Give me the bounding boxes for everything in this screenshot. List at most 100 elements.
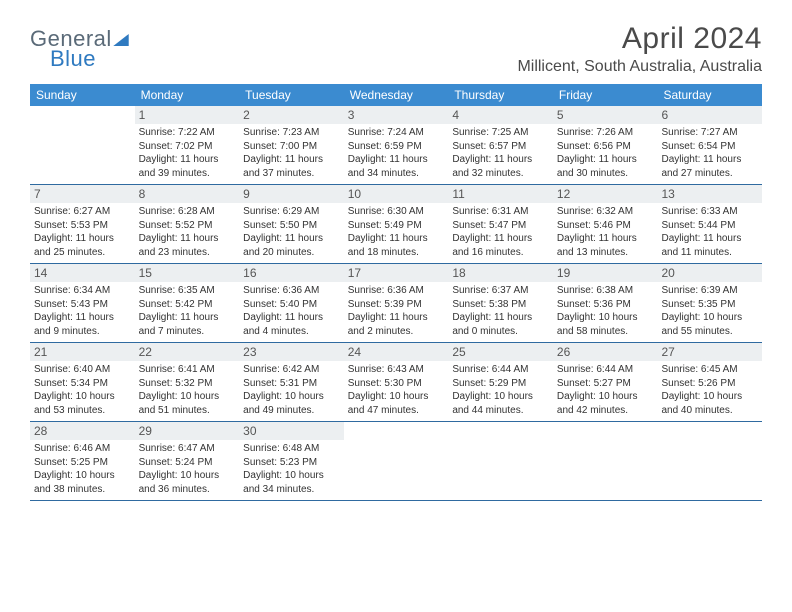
day-number: 28 bbox=[30, 422, 135, 440]
day-number: 7 bbox=[30, 185, 135, 203]
day-number: 1 bbox=[135, 106, 240, 124]
day-number: 19 bbox=[553, 264, 658, 282]
brand-triangle-icon bbox=[113, 34, 129, 46]
day-cell: 9 Sunrise: 6:29 AMSunset: 5:50 PMDaylight… bbox=[239, 185, 344, 263]
day-details: Sunrise: 6:44 AMSunset: 5:27 PMDaylight:… bbox=[557, 363, 654, 417]
day-cell: 30Sunrise: 6:48 AMSunset: 5:23 PMDayligh… bbox=[239, 422, 344, 500]
title-block: April 2024 Millicent, South Australia, A… bbox=[517, 22, 762, 76]
day-cell: 3 Sunrise: 7:24 AMSunset: 6:59 PMDaylight… bbox=[344, 106, 449, 184]
day-details: Sunrise: 7:26 AMSunset: 6:56 PMDaylight:… bbox=[557, 126, 654, 180]
day-cell: 5 Sunrise: 7:26 AMSunset: 6:56 PMDaylight… bbox=[553, 106, 658, 184]
day-number: 14 bbox=[30, 264, 135, 282]
day-details: Sunrise: 6:45 AMSunset: 5:26 PMDaylight:… bbox=[661, 363, 758, 417]
weekday-header: Thursday bbox=[448, 84, 553, 106]
brand-part2: Blue bbox=[50, 48, 130, 70]
weekday-header-row: SundayMondayTuesdayWednesdayThursdayFrid… bbox=[30, 84, 762, 106]
day-cell bbox=[657, 422, 762, 500]
day-cell: 4 Sunrise: 7:25 AMSunset: 6:57 PMDaylight… bbox=[448, 106, 553, 184]
day-cell: 14 Sunrise: 6:34 AMSunset: 5:43 PMDayligh… bbox=[30, 264, 135, 342]
day-cell: 18 Sunrise: 6:37 AMSunset: 5:38 PMDayligh… bbox=[448, 264, 553, 342]
day-number: 13 bbox=[657, 185, 762, 203]
day-details: Sunrise: 6:29 AMSunset: 5:50 PMDaylight:… bbox=[243, 205, 340, 259]
weekday-header: Monday bbox=[135, 84, 240, 106]
day-details: Sunrise: 6:30 AMSunset: 5:49 PMDaylight:… bbox=[348, 205, 445, 259]
day-number: 29 bbox=[135, 422, 240, 440]
day-details: Sunrise: 7:23 AMSunset: 7:00 PMDaylight:… bbox=[243, 126, 340, 180]
day-cell bbox=[553, 422, 658, 500]
weekday-header: Saturday bbox=[657, 84, 762, 106]
page-header: GeneralBlue April 2024 Millicent, South … bbox=[30, 22, 762, 76]
day-details: Sunrise: 6:41 AMSunset: 5:32 PMDaylight:… bbox=[139, 363, 236, 417]
weekday-header: Sunday bbox=[30, 84, 135, 106]
weeks-container: 1 Sunrise: 7:22 AMSunset: 7:02 PMDaylight… bbox=[30, 106, 762, 501]
day-details: Sunrise: 7:22 AMSunset: 7:02 PMDaylight:… bbox=[139, 126, 236, 180]
day-cell: 7Sunrise: 6:27 AMSunset: 5:53 PMDaylight… bbox=[30, 185, 135, 263]
day-cell: 8 Sunrise: 6:28 AMSunset: 5:52 PMDaylight… bbox=[135, 185, 240, 263]
day-number: 8 bbox=[135, 185, 240, 203]
day-number: 4 bbox=[448, 106, 553, 124]
day-number: 5 bbox=[553, 106, 658, 124]
weekday-header: Wednesday bbox=[344, 84, 449, 106]
day-cell: 27 Sunrise: 6:45 AMSunset: 5:26 PMDayligh… bbox=[657, 343, 762, 421]
day-cell: 25Sunrise: 6:44 AMSunset: 5:29 PMDayligh… bbox=[448, 343, 553, 421]
day-details: Sunrise: 7:27 AMSunset: 6:54 PMDaylight:… bbox=[661, 126, 758, 180]
day-details: Sunrise: 6:38 AMSunset: 5:36 PMDaylight:… bbox=[557, 284, 654, 338]
day-cell: 6Sunrise: 7:27 AMSunset: 6:54 PMDaylight… bbox=[657, 106, 762, 184]
day-details: Sunrise: 7:24 AMSunset: 6:59 PMDaylight:… bbox=[348, 126, 445, 180]
day-number: 23 bbox=[239, 343, 344, 361]
day-number: 11 bbox=[448, 185, 553, 203]
week-row: 1 Sunrise: 7:22 AMSunset: 7:02 PMDaylight… bbox=[30, 106, 762, 185]
day-cell: 20Sunrise: 6:39 AMSunset: 5:35 PMDayligh… bbox=[657, 264, 762, 342]
day-cell: 17 Sunrise: 6:36 AMSunset: 5:39 PMDayligh… bbox=[344, 264, 449, 342]
day-details: Sunrise: 6:31 AMSunset: 5:47 PMDaylight:… bbox=[452, 205, 549, 259]
day-details: Sunrise: 6:32 AMSunset: 5:46 PMDaylight:… bbox=[557, 205, 654, 259]
day-number: 15 bbox=[135, 264, 240, 282]
day-number: 9 bbox=[239, 185, 344, 203]
day-details: Sunrise: 7:25 AMSunset: 6:57 PMDaylight:… bbox=[452, 126, 549, 180]
day-details: Sunrise: 6:34 AMSunset: 5:43 PMDaylight:… bbox=[34, 284, 131, 338]
day-number: 18 bbox=[448, 264, 553, 282]
day-cell: 10Sunrise: 6:30 AMSunset: 5:49 PMDayligh… bbox=[344, 185, 449, 263]
day-details: Sunrise: 6:28 AMSunset: 5:52 PMDaylight:… bbox=[139, 205, 236, 259]
day-cell: 11 Sunrise: 6:31 AMSunset: 5:47 PMDayligh… bbox=[448, 185, 553, 263]
month-title: April 2024 bbox=[517, 22, 762, 56]
day-number: 26 bbox=[553, 343, 658, 361]
day-details: Sunrise: 6:44 AMSunset: 5:29 PMDaylight:… bbox=[452, 363, 549, 417]
weekday-header: Tuesday bbox=[239, 84, 344, 106]
day-details: Sunrise: 6:37 AMSunset: 5:38 PMDaylight:… bbox=[452, 284, 549, 338]
day-number: 24 bbox=[344, 343, 449, 361]
day-details: Sunrise: 6:47 AMSunset: 5:24 PMDaylight:… bbox=[139, 442, 236, 496]
day-number: 30 bbox=[239, 422, 344, 440]
day-details: Sunrise: 6:39 AMSunset: 5:35 PMDaylight:… bbox=[661, 284, 758, 338]
day-cell: 26 Sunrise: 6:44 AMSunset: 5:27 PMDayligh… bbox=[553, 343, 658, 421]
day-cell bbox=[448, 422, 553, 500]
day-details: Sunrise: 6:36 AMSunset: 5:39 PMDaylight:… bbox=[348, 284, 445, 338]
calendar-grid: SundayMondayTuesdayWednesdayThursdayFrid… bbox=[30, 84, 762, 501]
day-cell: 12Sunrise: 6:32 AMSunset: 5:46 PMDayligh… bbox=[553, 185, 658, 263]
day-number: 27 bbox=[657, 343, 762, 361]
day-number: 2 bbox=[239, 106, 344, 124]
day-cell: 22Sunrise: 6:41 AMSunset: 5:32 PMDayligh… bbox=[135, 343, 240, 421]
day-cell: 24 Sunrise: 6:43 AMSunset: 5:30 PMDayligh… bbox=[344, 343, 449, 421]
day-details: Sunrise: 6:35 AMSunset: 5:42 PMDaylight:… bbox=[139, 284, 236, 338]
day-cell: 29 Sunrise: 6:47 AMSunset: 5:24 PMDayligh… bbox=[135, 422, 240, 500]
week-row: 7Sunrise: 6:27 AMSunset: 5:53 PMDaylight… bbox=[30, 185, 762, 264]
calendar-page: GeneralBlue April 2024 Millicent, South … bbox=[0, 0, 792, 523]
week-row: 21 Sunrise: 6:40 AMSunset: 5:34 PMDayligh… bbox=[30, 343, 762, 422]
brand-logo: GeneralBlue bbox=[30, 28, 130, 70]
day-number: 17 bbox=[344, 264, 449, 282]
day-details: Sunrise: 6:40 AMSunset: 5:34 PMDaylight:… bbox=[34, 363, 131, 417]
day-cell: 15 Sunrise: 6:35 AMSunset: 5:42 PMDayligh… bbox=[135, 264, 240, 342]
day-cell: 21 Sunrise: 6:40 AMSunset: 5:34 PMDayligh… bbox=[30, 343, 135, 421]
day-cell: 13Sunrise: 6:33 AMSunset: 5:44 PMDayligh… bbox=[657, 185, 762, 263]
day-number: 3 bbox=[344, 106, 449, 124]
day-cell: 16Sunrise: 6:36 AMSunset: 5:40 PMDayligh… bbox=[239, 264, 344, 342]
day-details: Sunrise: 6:43 AMSunset: 5:30 PMDaylight:… bbox=[348, 363, 445, 417]
day-number: 16 bbox=[239, 264, 344, 282]
day-cell: 23Sunrise: 6:42 AMSunset: 5:31 PMDayligh… bbox=[239, 343, 344, 421]
week-row: 28Sunrise: 6:46 AMSunset: 5:25 PMDayligh… bbox=[30, 422, 762, 501]
week-row: 14 Sunrise: 6:34 AMSunset: 5:43 PMDayligh… bbox=[30, 264, 762, 343]
day-cell: 28Sunrise: 6:46 AMSunset: 5:25 PMDayligh… bbox=[30, 422, 135, 500]
day-cell bbox=[30, 106, 135, 184]
day-number: 21 bbox=[30, 343, 135, 361]
